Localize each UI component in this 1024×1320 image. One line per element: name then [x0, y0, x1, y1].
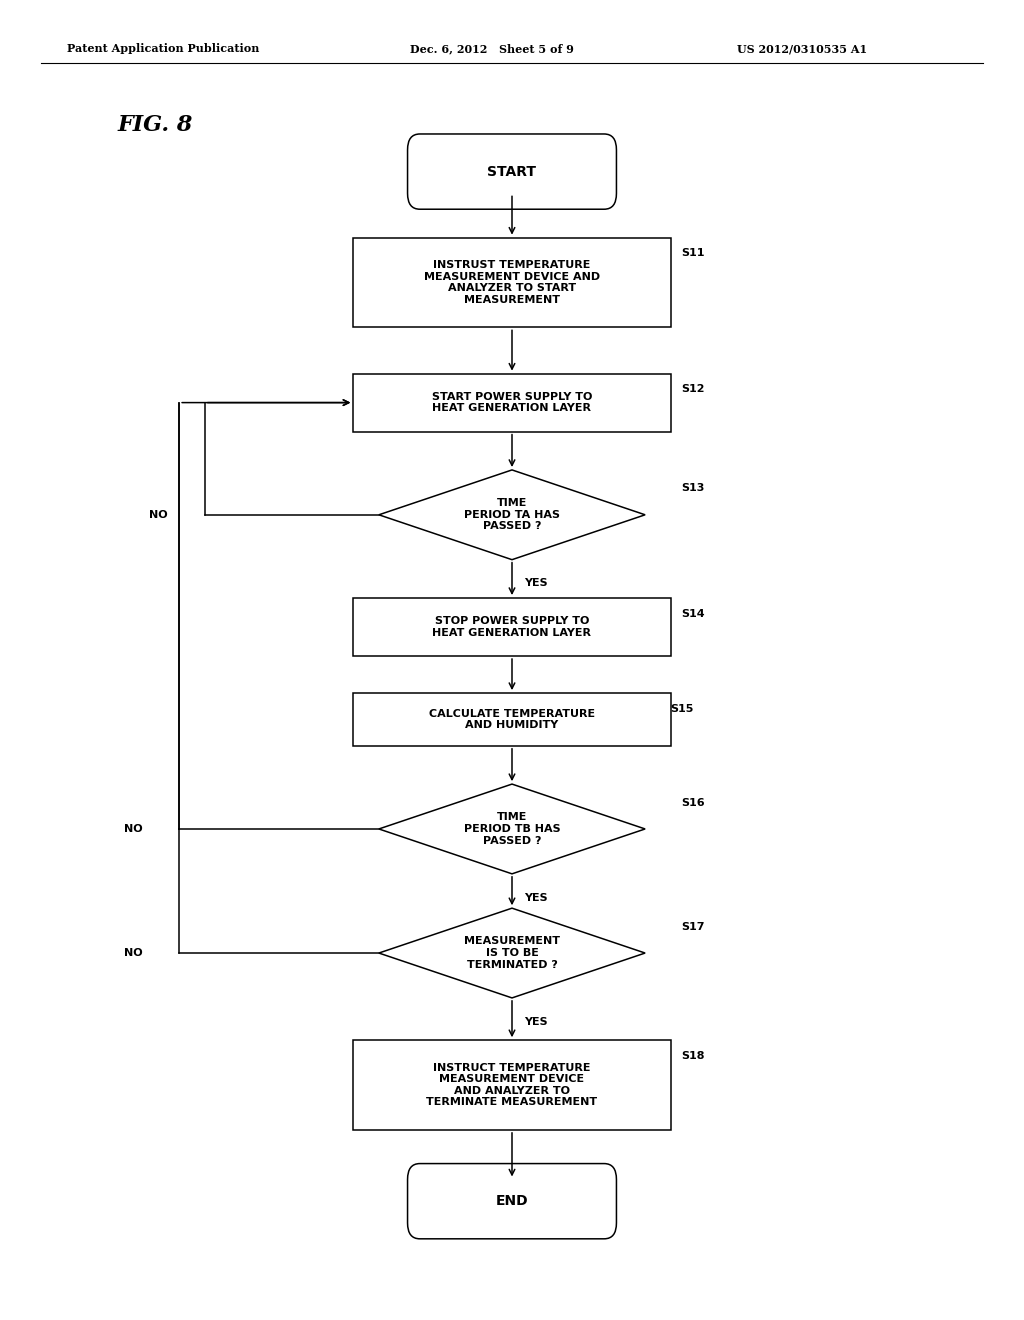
FancyBboxPatch shape — [408, 133, 616, 209]
Text: START POWER SUPPLY TO
HEAT GENERATION LAYER: START POWER SUPPLY TO HEAT GENERATION LA… — [432, 392, 592, 413]
Text: MEASUREMENT
IS TO BE
TERMINATED ?: MEASUREMENT IS TO BE TERMINATED ? — [464, 936, 560, 970]
Text: NO: NO — [124, 948, 142, 958]
Text: S16: S16 — [681, 797, 705, 808]
Text: S14: S14 — [681, 609, 705, 619]
Polygon shape — [379, 784, 645, 874]
Text: S18: S18 — [681, 1051, 705, 1061]
Text: INSTRUCT TEMPERATURE
MEASUREMENT DEVICE
AND ANALYZER TO
TERMINATE MEASUREMENT: INSTRUCT TEMPERATURE MEASUREMENT DEVICE … — [426, 1063, 598, 1107]
Bar — [353, 598, 671, 656]
Text: YES: YES — [524, 578, 548, 589]
Text: YES: YES — [524, 892, 548, 903]
Text: S17: S17 — [681, 921, 705, 932]
Text: NO: NO — [150, 510, 168, 520]
Text: FIG. 8: FIG. 8 — [118, 115, 194, 136]
Text: Dec. 6, 2012   Sheet 5 of 9: Dec. 6, 2012 Sheet 5 of 9 — [410, 44, 573, 54]
Text: S15: S15 — [671, 704, 694, 714]
Text: INSTRUST TEMPERATURE
MEASUREMENT DEVICE AND
ANALYZER TO START
MEASUREMENT: INSTRUST TEMPERATURE MEASUREMENT DEVICE … — [424, 260, 600, 305]
Text: S11: S11 — [681, 248, 705, 259]
Text: NO: NO — [124, 824, 142, 834]
Bar — [353, 238, 671, 327]
Text: END: END — [496, 1195, 528, 1208]
Bar — [353, 693, 671, 746]
Text: S13: S13 — [681, 483, 705, 494]
Text: TIME
PERIOD TB HAS
PASSED ?: TIME PERIOD TB HAS PASSED ? — [464, 812, 560, 846]
Text: START: START — [487, 165, 537, 178]
Polygon shape — [379, 470, 645, 560]
Bar — [353, 1040, 671, 1130]
Text: YES: YES — [524, 1016, 548, 1027]
Text: US 2012/0310535 A1: US 2012/0310535 A1 — [737, 44, 867, 54]
Text: Patent Application Publication: Patent Application Publication — [67, 44, 259, 54]
Polygon shape — [379, 908, 645, 998]
Text: TIME
PERIOD TA HAS
PASSED ?: TIME PERIOD TA HAS PASSED ? — [464, 498, 560, 532]
Bar — [353, 374, 671, 432]
FancyBboxPatch shape — [408, 1164, 616, 1238]
Text: S12: S12 — [681, 384, 705, 395]
Text: STOP POWER SUPPLY TO
HEAT GENERATION LAYER: STOP POWER SUPPLY TO HEAT GENERATION LAY… — [432, 616, 592, 638]
Text: CALCULATE TEMPERATURE
AND HUMIDITY: CALCULATE TEMPERATURE AND HUMIDITY — [429, 709, 595, 730]
